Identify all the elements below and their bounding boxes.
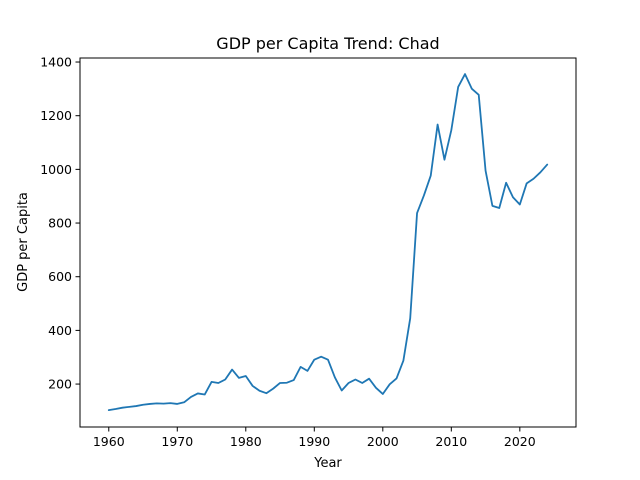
y-tick-label: 1000: [40, 162, 72, 177]
x-tick-label: 2020: [504, 434, 536, 449]
y-tick-label: 1400: [40, 55, 72, 70]
x-tick-label: 1970: [161, 434, 193, 449]
y-axis-label: GDP per Capita: [16, 192, 31, 292]
y-tick-label: 200: [48, 377, 72, 392]
x-tick-label: 1980: [230, 434, 262, 449]
y-axis-ticks: 200 400 600 800 1000 1200 1400: [40, 55, 80, 392]
y-tick-label: 800: [48, 216, 72, 231]
x-axis-ticks: 1960 1970 1980 1990 2000 2010 2020: [93, 427, 536, 449]
x-tick-label: 1960: [93, 434, 125, 449]
x-tick-label: 2010: [435, 434, 467, 449]
y-tick-label: 600: [48, 269, 72, 284]
x-tick-label: 2000: [367, 434, 399, 449]
chart-title: GDP per Capita Trend: Chad: [216, 34, 439, 53]
y-tick-label: 400: [48, 323, 72, 338]
y-tick-label: 1200: [40, 108, 72, 123]
gdp-per-capita-line: [107, 73, 549, 411]
x-tick-label: 1990: [298, 434, 330, 449]
plot-frame: [79, 57, 577, 428]
x-axis-label: Year: [313, 456, 342, 471]
